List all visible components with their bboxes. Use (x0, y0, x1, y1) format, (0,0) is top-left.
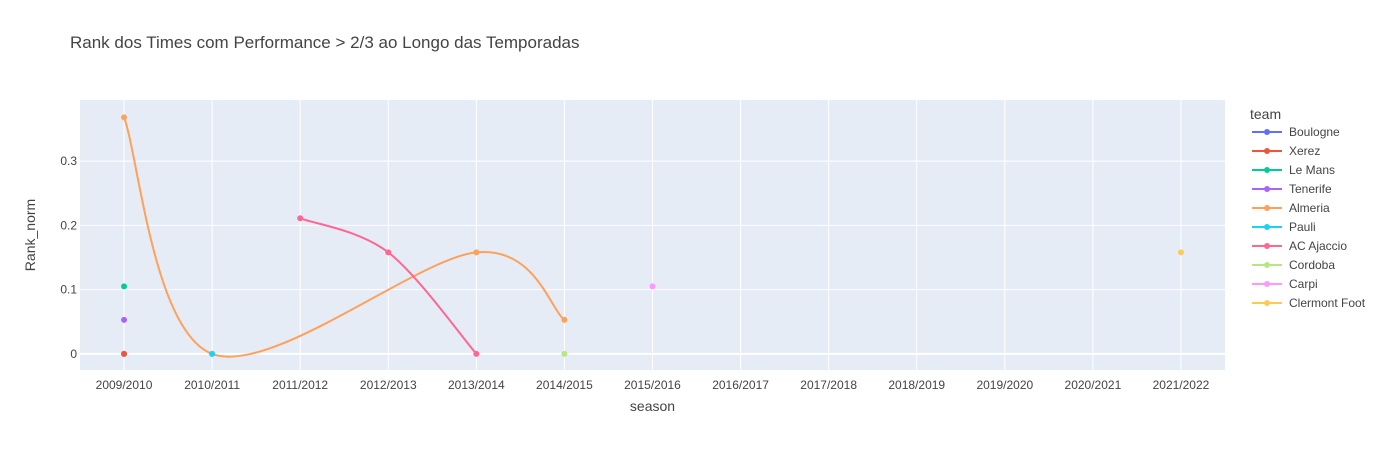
legend-marker-swatch (1264, 281, 1270, 287)
series-line-almeria (123, 117, 566, 358)
legend-item-boulogne[interactable]: Boulogne (1252, 125, 1340, 139)
legend-label: Carpi (1289, 277, 1318, 291)
legend-item-carpi[interactable]: Carpi (1252, 277, 1318, 291)
legend-item-cordoba[interactable]: Cordoba (1252, 258, 1335, 272)
legend-item-pauli[interactable]: Pauli (1252, 220, 1316, 234)
data-point-ac-ajaccio[interactable] (385, 249, 392, 256)
x-tick-label: 2010/2011 (184, 378, 240, 392)
legend-marker-swatch (1264, 300, 1270, 306)
legend-label: Boulogne (1289, 125, 1340, 139)
x-tick-label: 2021/2022 (1153, 378, 1210, 392)
legend-item-clermont-foot[interactable]: Clermont Foot (1252, 296, 1366, 310)
legend-title: team (1250, 106, 1281, 122)
data-point-ac-ajaccio[interactable] (297, 215, 304, 222)
x-tick-labels: 2009/2010 2010/2011 2011/2012 2012/2013 2013… (96, 378, 1210, 392)
legend-label: Almeria (1289, 201, 1330, 215)
legend-items[interactable]: Boulogne Xerez Le Mans Tenerife Almeria Pauli… (1252, 125, 1366, 310)
data-point-tenerife[interactable] (121, 316, 128, 323)
legend-label: Pauli (1289, 220, 1316, 234)
legend-marker-swatch (1264, 205, 1270, 211)
x-tick-label: 2011/2012 (272, 378, 328, 392)
data-point-cordoba[interactable] (561, 350, 568, 357)
y-axis-title: Rank_norm (22, 199, 38, 271)
x-tick-label: 2012/2013 (360, 378, 417, 392)
legend-item-le-mans[interactable]: Le Mans (1252, 163, 1335, 177)
legend-marker-swatch (1264, 262, 1270, 268)
x-tick-label: 2014/2015 (536, 378, 593, 392)
data-point-clermont-foot[interactable] (1177, 249, 1184, 256)
x-tick-label: 2013/2014 (448, 378, 505, 392)
legend-label: Tenerife (1289, 182, 1332, 196)
legend-marker-swatch (1264, 224, 1270, 230)
legend-marker-swatch (1264, 129, 1270, 135)
x-tick-label: 2015/2016 (624, 378, 681, 392)
chart-title: Rank dos Times com Performance > 2/3 ao … (70, 33, 580, 52)
x-tick-label: 2017/2018 (800, 378, 857, 392)
x-tick-label: 2019/2020 (976, 378, 1033, 392)
data-point-carpi[interactable] (649, 283, 656, 290)
x-axis-title: season (630, 398, 675, 414)
data-point-almeria[interactable] (561, 316, 568, 323)
legend-marker-swatch (1264, 186, 1270, 192)
data-point-pauli[interactable] (209, 350, 216, 357)
y-tick-label: 0.3 (60, 154, 77, 168)
data-point-almeria[interactable] (473, 249, 480, 256)
legend-label: Le Mans (1289, 163, 1335, 177)
data-point-le-mans[interactable] (121, 283, 128, 290)
series-markers (121, 114, 1184, 357)
y-tick-label: 0.1 (60, 283, 77, 297)
data-point-xerez[interactable] (121, 350, 128, 357)
x-tick-label: 2018/2019 (888, 378, 945, 392)
grid-layer (80, 100, 1225, 370)
legend-label: AC Ajaccio (1289, 239, 1347, 253)
x-tick-label: 2020/2021 (1065, 378, 1122, 392)
legend-marker-swatch (1264, 167, 1270, 173)
x-tick-label: 2009/2010 (96, 378, 153, 392)
legend[interactable]: team Boulogne Xerez Le Mans Tenerife Almeria… (1250, 106, 1366, 310)
legend-marker-swatch (1264, 148, 1270, 154)
x-tick-label: 2016/2017 (712, 378, 769, 392)
data-point-almeria[interactable] (121, 114, 128, 121)
legend-label: Cordoba (1289, 258, 1335, 272)
legend-marker-swatch (1264, 243, 1270, 249)
legend-item-ac-ajaccio[interactable]: AC Ajaccio (1252, 239, 1347, 253)
data-point-ac-ajaccio[interactable] (473, 350, 480, 357)
legend-item-almeria[interactable]: Almeria (1252, 201, 1330, 215)
legend-item-tenerife[interactable]: Tenerife (1252, 182, 1332, 196)
y-tick-label: 0.2 (60, 218, 77, 232)
legend-item-xerez[interactable]: Xerez (1252, 144, 1320, 158)
legend-label: Xerez (1289, 144, 1320, 158)
y-tick-label: 0 (70, 347, 77, 361)
y-tick-labels: 0 0.1 0.2 0.3 (60, 154, 77, 361)
legend-label: Clermont Foot (1289, 296, 1366, 310)
